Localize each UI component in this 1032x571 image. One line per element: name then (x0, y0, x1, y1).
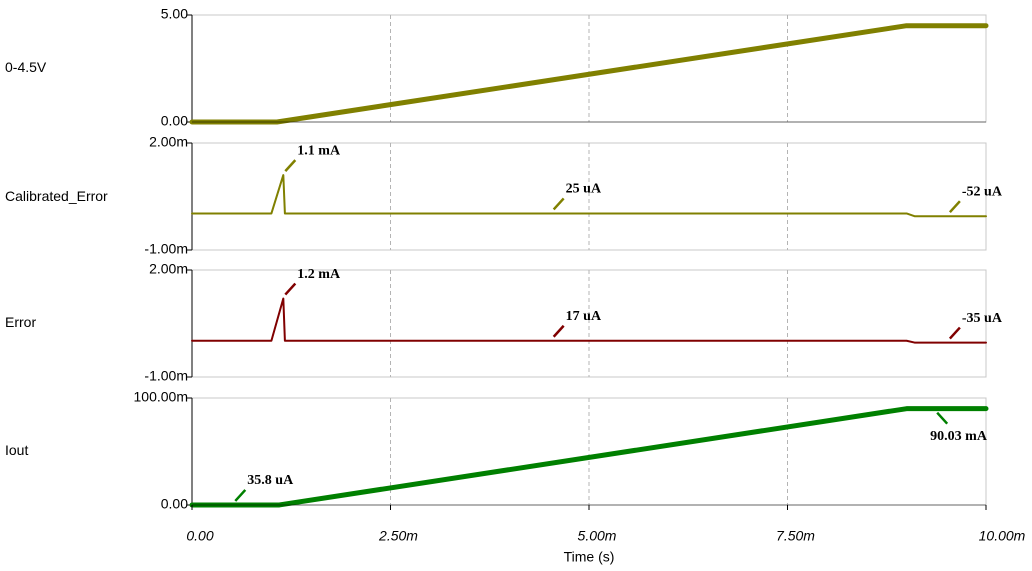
annotation: 17 uA (566, 309, 602, 324)
series-label: Error (5, 314, 36, 330)
annotation: 35.8 uA (247, 473, 294, 488)
annotation-leader (284, 282, 297, 296)
annotation-leader (552, 197, 565, 211)
x-axis-title: Time (s) (564, 549, 615, 565)
x-tick-label: 2.50m (378, 528, 418, 544)
series-label: Iout (5, 442, 28, 458)
annotation: -35 uA (962, 311, 1003, 326)
y-tick-label: -1.00m (144, 241, 188, 257)
y-tick-label: 0.00 (161, 496, 188, 512)
y-tick-label: 5.00 (161, 6, 188, 22)
annotation-leader (936, 411, 949, 425)
x-tick-label: 10.00m (979, 528, 1026, 544)
y-tick-label: 2.00m (149, 134, 188, 150)
annotation: 1.2 mA (297, 267, 341, 282)
series-line (191, 297, 987, 344)
annotation: 90.03 mA (930, 429, 988, 444)
annotation: 1.1 mA (297, 143, 341, 158)
x-tick-label: 0.00 (186, 528, 213, 544)
y-tick-label: 2.00m (149, 261, 188, 277)
x-tick-label: 7.50m (776, 528, 815, 544)
series-label: 0-4.5V (5, 59, 47, 75)
annotation-leader (284, 159, 297, 172)
annotation-leader (948, 326, 961, 340)
annotation-leader (234, 489, 247, 502)
y-tick-label: 100.00m (134, 389, 188, 405)
y-tick-label: -1.00m (144, 368, 188, 384)
annotation: -52 uA (962, 184, 1003, 199)
annotation-leader (552, 324, 565, 338)
annotation-leader (948, 200, 961, 214)
series-label: Calibrated_Error (5, 188, 108, 204)
y-tick-label: 0.00 (161, 113, 188, 129)
series-line (191, 174, 987, 218)
annotation: 25 uA (566, 182, 602, 197)
x-tick-label: 5.00m (578, 528, 617, 544)
